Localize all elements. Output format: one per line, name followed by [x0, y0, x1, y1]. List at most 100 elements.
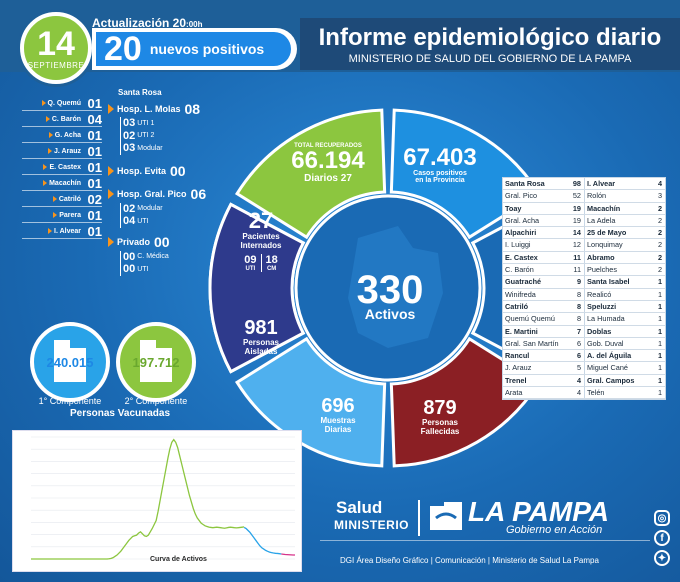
department-value: 01: [87, 223, 102, 239]
locality-name: Gob. Duval: [587, 338, 624, 348]
locality-name: C. Barón: [505, 265, 534, 275]
table-cell: Gral. Acha 19: [503, 215, 584, 226]
arrow-icon: [48, 148, 53, 155]
la-pampa-logo-text: LA PAMPA: [468, 496, 610, 527]
table-cell: Gral. San Martín 6: [503, 338, 584, 349]
table-cell: Rolón 3: [584, 190, 665, 202]
locality-value: 3: [657, 191, 662, 201]
arrow-icon: [108, 166, 114, 176]
vaccine-second-dose: 197.712: [116, 322, 196, 402]
table-row: Gral. Pico 52 Rolón 3: [503, 190, 665, 203]
locality-value: 1: [657, 301, 662, 311]
table-cell: Gob. Duval 1: [584, 337, 665, 350]
locality-name: La Humada: [587, 314, 625, 324]
facebook-icon[interactable]: f: [654, 530, 670, 546]
cases-by-locality-table: Santa Rosa 98 I. Alvear 4 Gral. Pico 52 Rolón 3…: [502, 177, 666, 400]
table-cell: Speluzzi 1: [584, 300, 665, 313]
table-cell: J. Arauz 5: [503, 362, 584, 373]
la-pampa-map-icon: [348, 226, 443, 348]
locality-value: 1: [657, 289, 662, 299]
isolated-segment: [208, 202, 306, 374]
table-row: J. Arauz 5 Miguel Cané 1: [503, 362, 665, 375]
samples-segment: [234, 336, 387, 468]
department-name: G. Acha: [54, 131, 81, 139]
isolated-stat: 981 Personas Aisladas: [242, 317, 280, 356]
locality-name: Doblas: [587, 326, 612, 336]
arrow-icon: [43, 164, 48, 171]
la-pampa-map-icon: [54, 340, 86, 382]
locality-name: Catriló: [505, 301, 529, 311]
locality-name: 25 de Mayo: [587, 228, 627, 238]
table-cell: Puelches 2: [584, 264, 665, 276]
department-name: J. Arauz: [54, 147, 81, 155]
department-row: I. Alvear 01: [22, 223, 102, 240]
gobierno-slogan: Gobierno en Acción: [506, 524, 603, 536]
locality-value: 4: [576, 388, 581, 398]
table-cell: Gral. Pico 52: [503, 190, 584, 201]
department-name: Parera: [59, 211, 81, 219]
locality-value: 1: [657, 338, 662, 348]
table-row: Quemú Quemú 8 La Humada 1: [503, 313, 665, 326]
new-cases-by-department: Q. Quemú 01 C. Barón 04 G. Acha 01 J. Arauz 01 E…: [22, 96, 102, 240]
locality-name: I. Luiggi: [505, 240, 531, 250]
locality-name: Abramo: [587, 252, 615, 262]
department-row: E. Castex 01: [22, 159, 102, 176]
series-line-0: [31, 438, 245, 560]
locality-value: 8: [576, 314, 581, 324]
locality-name: Rolón: [587, 191, 607, 201]
locality-name: Macachín: [587, 203, 621, 213]
locality-name: I. Alvear: [587, 179, 616, 188]
new-positives-label: nuevos positivos: [149, 41, 265, 57]
department-value: 01: [87, 175, 102, 191]
first-dose-label: 1° Componente: [38, 396, 102, 406]
department-value: 01: [87, 159, 102, 175]
new-positives-count: 20: [104, 30, 142, 68]
chart-title: Curva de Activos: [150, 556, 207, 563]
locality-value: 1: [657, 326, 662, 336]
table-cell: E. Castex 11: [503, 252, 584, 263]
locality-name: E. Castex: [505, 252, 538, 262]
la-pampa-logo-icon: [430, 502, 462, 530]
locality-name: Toay: [505, 203, 522, 213]
table-cell: Alpachiri 14: [503, 227, 584, 238]
table-cell: Santa Rosa 98: [503, 178, 584, 189]
table-row: Gral. Acha 19 La Adela 2: [503, 214, 665, 228]
locality-name: La Adela: [587, 215, 616, 225]
locality-value: 12: [572, 240, 581, 250]
table-row: Rancul 6 A. del Águila 1: [503, 350, 665, 363]
series-line-2: [281, 553, 295, 556]
cases-stat: 67.403 Casos positivos en la Provincia: [403, 144, 477, 185]
santa-rosa-label: Santa Rosa: [118, 88, 162, 97]
locality-name: Speluzzi: [587, 301, 617, 311]
locality-value: 11: [573, 252, 581, 262]
hospital-privado: Privado 00 00 C. Médica 00 UTI: [108, 234, 218, 276]
locality-value: 6: [576, 338, 581, 348]
twitter-icon[interactable]: ✦: [654, 550, 670, 566]
table-row: Arata 4 Telén 1: [503, 387, 665, 400]
instagram-icon[interactable]: ◎: [654, 510, 670, 526]
locality-value: 1: [657, 375, 662, 385]
table-cell: Winifreda 8: [503, 289, 584, 300]
series-line-1: [243, 526, 282, 555]
table-cell: Catriló 8: [503, 301, 584, 312]
recovered-segment: [234, 108, 387, 240]
logo-divider: [418, 500, 420, 536]
locality-name: Lonquimay: [587, 240, 623, 250]
table-cell: Toay 19: [503, 203, 584, 214]
table-row: Gral. San Martín 6 Gob. Duval 1: [503, 337, 665, 351]
locality-value: 2: [657, 228, 662, 238]
department-name: E. Castex: [49, 163, 81, 171]
table-cell: Doblas 1: [584, 325, 665, 337]
locality-value: 19: [572, 203, 581, 213]
table-cell: I. Luiggi 12: [503, 239, 584, 250]
locality-value: 1: [657, 351, 662, 361]
active-count: 330: [356, 268, 424, 312]
locality-value: 8: [576, 289, 581, 299]
department-value: 04: [87, 111, 102, 127]
locality-value: 2: [657, 240, 662, 250]
table-row: C. Barón 11 Puelches 2: [503, 264, 665, 277]
locality-name: A. del Águila: [587, 351, 632, 361]
locality-value: 4: [657, 179, 662, 188]
locality-value: 1: [657, 388, 662, 398]
header-title-band: [300, 18, 680, 70]
